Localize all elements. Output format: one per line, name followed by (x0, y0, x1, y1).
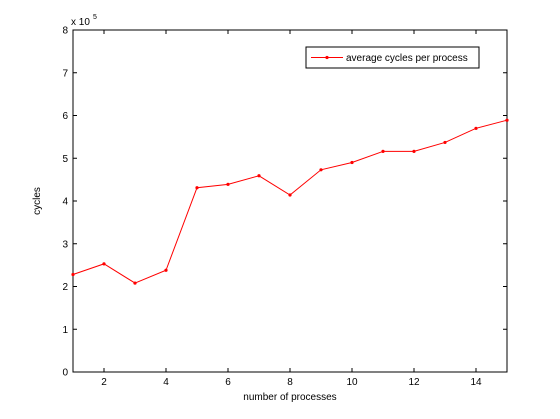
data-point (350, 160, 354, 165)
y-exponent-label: x 10 (71, 17, 90, 28)
data-point (133, 281, 137, 285)
legend-label: average cycles per process (346, 53, 468, 64)
y-tick-label: 7 (62, 68, 68, 79)
x-tick-label: 10 (346, 377, 358, 388)
data-point (71, 272, 75, 277)
x-tick-label: 6 (225, 377, 231, 388)
x-tick-label: 12 (408, 377, 420, 388)
data-point (226, 182, 230, 186)
y-tick-label: 8 (62, 26, 68, 37)
y-tick-label: 6 (62, 111, 68, 122)
y-tick-label: 4 (62, 197, 68, 208)
data-point (381, 149, 385, 154)
legend: average cycles per process (305, 46, 480, 69)
data-point (474, 126, 478, 130)
x-tick-label: 14 (470, 377, 482, 388)
series-group (71, 118, 509, 285)
data-point (319, 168, 323, 172)
y-tick-label: 3 (62, 239, 68, 250)
data-point (102, 262, 106, 266)
y-tick-label: 1 (62, 325, 68, 336)
y-tick-label: 0 (62, 368, 68, 379)
data-point (505, 118, 509, 122)
x-tick-label: 2 (101, 377, 107, 388)
data-point (288, 193, 292, 197)
data-point (412, 149, 416, 154)
y-axis-ticks: 0 1 2 3 4 5 6 7 8 (62, 26, 507, 379)
plot-area (72, 29, 508, 373)
x-axis-label: number of processes (243, 392, 336, 403)
y-axis-label: cycles (32, 187, 43, 215)
data-point (164, 268, 168, 272)
y-exponent-power: 5 (93, 14, 97, 21)
x-tick-label: 8 (287, 377, 293, 388)
y-tick-label: 5 (62, 154, 68, 165)
y-tick-label: 2 (62, 282, 68, 293)
x-axis-ticks: 2 4 6 8 10 12 14 (101, 30, 482, 388)
data-point (195, 186, 199, 190)
data-point (257, 174, 261, 178)
legend-box (305, 46, 480, 69)
legend-marker-swatch (325, 55, 329, 60)
data-point (443, 140, 447, 145)
x-tick-label: 4 (163, 377, 169, 388)
